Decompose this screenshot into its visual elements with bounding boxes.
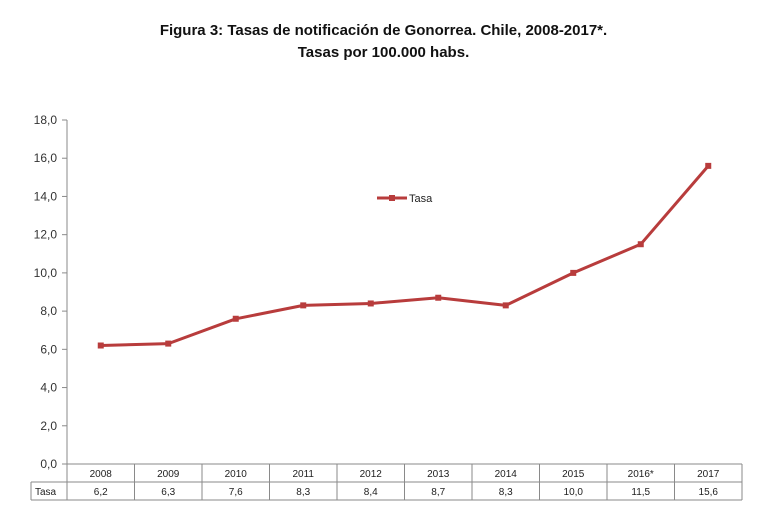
table-value-label: 11,5 <box>631 487 650 498</box>
axis-layer: 0,0 2,0 4,0 6,0 8,0 10,0 12,0 14,0 16,0 18,0 <box>34 113 68 471</box>
x-category-label: 2017 <box>697 469 720 480</box>
x-category-label: 2009 <box>157 469 180 480</box>
y-tick-label: 2,0 <box>40 419 57 433</box>
chart-title: Figura 3: Tasas de notificación de Gonor… <box>0 20 767 64</box>
legend: Tasa <box>377 193 433 205</box>
y-tick-label: 4,0 <box>40 381 57 395</box>
series-layer <box>97 162 712 349</box>
table-value-label: 10,0 <box>564 487 584 498</box>
y-tick-label: 14,0 <box>34 189 58 203</box>
table-value-label: 8,4 <box>364 487 378 498</box>
y-tick-label: 18,0 <box>34 113 58 127</box>
data-point-marker <box>637 241 644 248</box>
data-point-marker <box>367 300 374 307</box>
legend-marker-swatch <box>389 195 395 201</box>
x-category-label: 2011 <box>292 469 314 480</box>
data-table: 2008 6,2 2009 6,3 2010 7,6 2011 8,3 2012 8,4 2013 8… <box>30 463 743 501</box>
table-value-label: 8,3 <box>296 487 310 498</box>
data-point-marker <box>502 302 509 309</box>
table-value-label: 15,6 <box>699 487 719 498</box>
chart-title-line-2: Tasas por 100.000 habs. <box>297 44 470 61</box>
table-value-label: 8,7 <box>431 487 445 498</box>
series-line-tasa <box>100 164 710 347</box>
y-tick-label: 16,0 <box>34 151 58 165</box>
data-point-marker <box>97 342 104 349</box>
data-point-marker <box>435 294 442 301</box>
x-category-label: 2014 <box>495 469 518 480</box>
table-value-label: 7,6 <box>229 487 243 498</box>
data-point-marker <box>300 302 307 309</box>
x-category-label: 2010 <box>225 469 248 480</box>
chart-title-line-1: Figura 3: Tasas de notificación de Gonor… <box>159 22 608 39</box>
data-point-marker <box>165 340 172 347</box>
data-point-marker <box>232 315 239 322</box>
y-tick-label: 6,0 <box>40 342 57 356</box>
legend-label: Tasa <box>409 193 433 205</box>
y-tick-label: 0,0 <box>40 457 57 471</box>
y-tick-label: 10,0 <box>34 266 58 280</box>
data-point-marker <box>705 162 712 169</box>
table-value-label: 6,3 <box>161 487 175 498</box>
y-tick-label: 8,0 <box>40 304 57 318</box>
x-category-label: 2016* <box>628 469 654 480</box>
data-point-marker <box>570 269 577 276</box>
table-row-label: Tasa <box>35 487 57 498</box>
y-tick-label: 12,0 <box>34 228 58 242</box>
x-category-label: 2015 <box>562 469 585 480</box>
table-value-label: 6,2 <box>94 487 108 498</box>
x-category-label: 2013 <box>427 469 450 480</box>
table-value-label: 8,3 <box>499 487 513 498</box>
x-category-label: 2012 <box>360 469 383 480</box>
x-category-label: 2008 <box>90 469 113 480</box>
